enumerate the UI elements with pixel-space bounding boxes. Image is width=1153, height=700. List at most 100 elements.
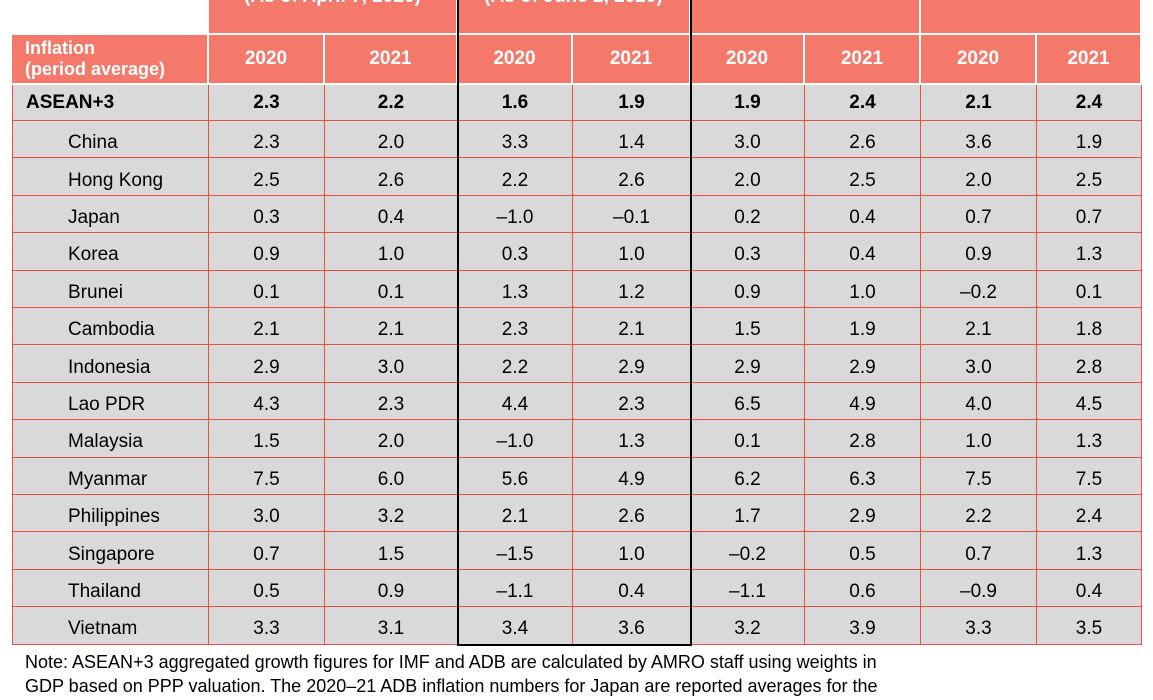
value-cell: –0.2 — [691, 532, 805, 570]
value-cell: 5.6 — [458, 457, 573, 495]
value-cell: 2.5 — [209, 158, 325, 196]
value-cell: 3.4 — [458, 607, 573, 645]
value-cell: 1.9 — [1037, 121, 1142, 159]
value-cell: 0.5 — [805, 532, 921, 570]
row-name: Myanmar — [12, 457, 209, 495]
value-cell: 1.4 — [573, 121, 691, 159]
value-cell: 3.0 — [691, 121, 805, 159]
row-name: Thailand — [12, 569, 209, 608]
value-cell: –1.0 — [458, 195, 573, 234]
value-cell: 2.3 — [209, 85, 325, 121]
value-cell: 7.5 — [209, 457, 325, 495]
highlight-box — [457, 0, 692, 646]
value-cell: –1.5 — [458, 532, 573, 570]
value-cell: 2.9 — [691, 345, 805, 383]
value-cell: 0.9 — [325, 569, 458, 608]
value-cell: 0.7 — [1037, 195, 1142, 234]
year-header: 2020 — [209, 35, 325, 85]
value-cell: 3.2 — [691, 607, 805, 645]
value-cell: 4.3 — [209, 382, 325, 421]
note-line: Note: ASEAN+3 aggregated growth figures … — [25, 652, 877, 672]
value-cell: 4.9 — [805, 382, 921, 421]
value-cell: 0.1 — [1037, 270, 1142, 308]
value-cell: 2.0 — [325, 420, 458, 458]
value-cell: 2.8 — [805, 420, 921, 458]
value-cell: 3.9 — [805, 607, 921, 645]
value-cell: 0.1 — [691, 420, 805, 458]
value-cell: 0.1 — [325, 270, 458, 308]
value-cell: 3.0 — [921, 345, 1037, 383]
value-cell: 4.5 — [1037, 382, 1142, 421]
value-cell: 2.3 — [325, 382, 458, 421]
value-cell: 1.0 — [325, 233, 458, 271]
year-header: 2020 — [921, 35, 1037, 85]
value-cell: 2.5 — [1037, 158, 1142, 196]
value-cell: 1.7 — [691, 495, 805, 533]
value-cell: 6.2 — [691, 457, 805, 495]
value-cell: 0.9 — [921, 233, 1037, 271]
value-cell: 1.6 — [458, 85, 573, 121]
value-cell: 1.0 — [805, 270, 921, 308]
value-cell: 3.0 — [325, 345, 458, 383]
row-name: Korea — [12, 233, 209, 271]
value-cell: –0.2 — [921, 270, 1037, 308]
value-cell: –1.0 — [458, 420, 573, 458]
value-cell: 2.2 — [458, 345, 573, 383]
value-cell: 0.4 — [1037, 569, 1142, 608]
value-cell: 2.6 — [325, 158, 458, 196]
value-cell: 3.3 — [209, 607, 325, 645]
value-cell: 6.3 — [805, 457, 921, 495]
value-cell: 3.6 — [921, 121, 1037, 159]
label-line: Inflation — [25, 38, 95, 58]
note-line: GDP based on PPP valuation. The 2020–21 … — [25, 676, 878, 696]
value-cell: 7.5 — [921, 457, 1037, 495]
year-header: 2020 — [458, 35, 573, 85]
value-cell: 0.9 — [691, 270, 805, 308]
value-cell: 2.4 — [1037, 495, 1142, 533]
value-cell: 2.2 — [921, 495, 1037, 533]
value-cell: 2.6 — [573, 495, 691, 533]
value-cell: 2.0 — [325, 121, 458, 159]
value-cell: 1.0 — [921, 420, 1037, 458]
value-cell: 2.8 — [1037, 345, 1142, 383]
year-header: 2020 — [691, 35, 805, 85]
value-cell: 0.6 — [805, 569, 921, 608]
value-cell: 1.9 — [691, 85, 805, 121]
value-cell: 0.3 — [209, 195, 325, 234]
value-cell: 0.7 — [921, 195, 1037, 234]
label-line: (period average) — [25, 59, 166, 79]
value-cell: 6.0 — [325, 457, 458, 495]
value-cell: 0.9 — [209, 233, 325, 271]
value-cell: 2.9 — [805, 345, 921, 383]
value-cell: 1.3 — [1037, 233, 1142, 271]
row-name: ASEAN+3 — [12, 85, 209, 121]
value-cell: 1.3 — [1037, 420, 1142, 458]
row-name: Singapore — [12, 532, 209, 570]
value-cell: 0.1 — [209, 270, 325, 308]
row-name: China — [12, 121, 209, 159]
value-cell: –1.1 — [458, 569, 573, 608]
row-name: Cambodia — [12, 308, 209, 346]
row-name: Indonesia — [12, 345, 209, 383]
year-header: 2021 — [1037, 35, 1142, 85]
value-cell: 0.2 — [691, 195, 805, 234]
value-cell: –0.1 — [573, 195, 691, 234]
value-cell: 3.3 — [458, 121, 573, 159]
value-cell: 2.1 — [325, 308, 458, 346]
row-name: Malaysia — [12, 420, 209, 458]
value-cell: 2.5 — [805, 158, 921, 196]
value-cell: 2.2 — [325, 85, 458, 121]
value-cell: 3.0 — [209, 495, 325, 533]
value-cell: 2.1 — [209, 308, 325, 346]
value-cell: 2.6 — [805, 121, 921, 159]
value-cell: 2.0 — [691, 158, 805, 196]
value-cell: 2.1 — [921, 308, 1037, 346]
value-cell: 2.9 — [209, 345, 325, 383]
value-cell: 2.6 — [573, 158, 691, 196]
value-cell: 2.4 — [1037, 85, 1142, 121]
value-cell: 4.4 — [458, 382, 573, 421]
value-cell: 3.1 — [325, 607, 458, 645]
row-name: Japan — [12, 195, 209, 234]
value-cell: 2.3 — [209, 121, 325, 159]
value-cell: 1.0 — [573, 233, 691, 271]
